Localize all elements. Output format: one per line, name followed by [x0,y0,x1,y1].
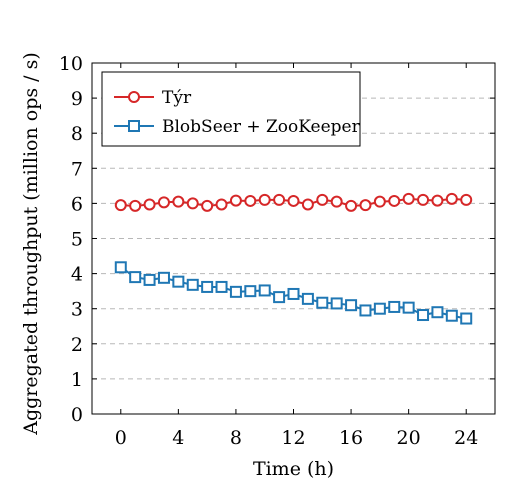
data-point [373,195,386,208]
data-point [287,194,300,207]
data-point [201,199,214,212]
data-point [244,285,257,298]
legend-marker [128,91,140,103]
data-point [273,291,286,304]
data-point [359,199,372,212]
data-point [186,197,199,210]
data-point [301,198,314,211]
data-point [287,287,300,300]
data-point [273,193,286,206]
y-tick-label: 3 [71,299,83,321]
data-point [215,198,228,211]
y-tick-label: 2 [71,334,83,356]
x-axis-label: Time (h) [253,458,334,480]
data-point [417,193,430,206]
legend-box [101,71,361,147]
data-point [388,300,401,313]
data-point [301,292,314,305]
series-layer [114,192,473,325]
y-tick-label: 4 [71,264,83,286]
y-tick-label: 8 [71,123,83,145]
data-point [460,193,473,206]
data-point [258,284,271,297]
data-point [402,301,415,314]
x-tick-label: 16 [339,427,363,449]
legend-marker [128,120,140,132]
y-tick-label: 1 [71,369,83,391]
y-tick-label: 7 [71,158,83,180]
x-tick-label: 12 [281,427,305,449]
x-tick-label: 8 [230,427,242,449]
data-point [114,261,127,274]
data-point [143,273,156,286]
legend-entry: Týr [114,88,192,108]
data-point [229,194,242,207]
data-point [445,309,458,322]
data-point [431,194,444,207]
series-2 [114,261,473,325]
data-point [258,193,271,206]
x-tick-label: 4 [172,427,184,449]
data-point [373,302,386,315]
legend-label: Týr [162,88,192,108]
data-point [143,198,156,211]
y-tick-label: 10 [59,53,83,75]
data-point [417,309,430,322]
legend: Týr BlobSeer + ZooKeeper [101,71,361,147]
data-point [402,192,415,205]
data-point [316,193,329,206]
x-tick-label: 20 [397,427,421,449]
data-point [114,199,127,212]
y-tick-label: 5 [71,229,83,251]
data-point [129,199,142,212]
series-1 [114,192,473,212]
data-point [215,280,228,293]
data-point [345,199,358,212]
data-point [345,299,358,312]
data-point [330,195,343,208]
y-tick-label: 9 [71,88,83,110]
x-tick-label: 0 [115,427,127,449]
data-point [157,196,170,209]
data-point [359,304,372,317]
data-point [186,278,199,291]
y-tick-label: 6 [71,193,83,215]
data-point [201,280,214,293]
legend-label: BlobSeer + ZooKeeper [162,117,361,137]
data-point [460,312,473,325]
y-tick-label: 0 [71,404,83,426]
data-point [431,306,444,319]
legend-entry: BlobSeer + ZooKeeper [114,117,361,137]
data-point [229,285,242,298]
data-point [316,296,329,309]
data-point [388,194,401,207]
data-point [330,297,343,310]
y-axis-label: Aggregated throughput (million ops / s) [20,52,42,436]
data-point [157,271,170,284]
data-point [172,195,185,208]
x-tick-label: 24 [454,427,478,449]
data-point [244,194,257,207]
data-point [129,271,142,284]
data-point [172,275,185,288]
data-point [445,192,458,205]
